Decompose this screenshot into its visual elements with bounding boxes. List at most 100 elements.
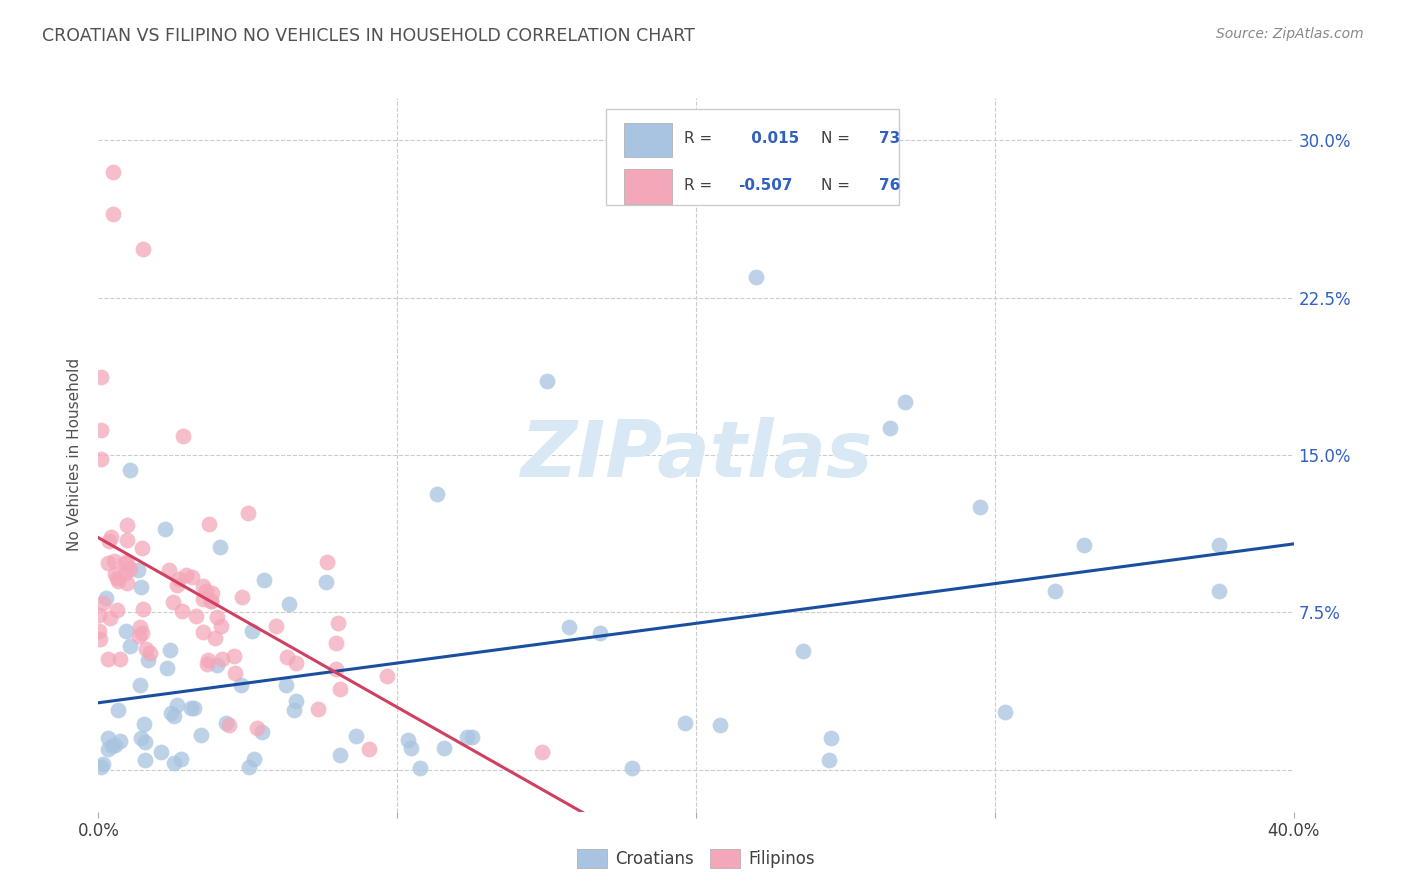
Point xyxy=(150,746,173,760)
Point xyxy=(218,717,240,731)
Text: Source: ZipAtlas.com: Source: ZipAtlas.com xyxy=(1216,27,1364,41)
Point xyxy=(222,648,245,663)
Point xyxy=(315,575,337,590)
Point xyxy=(399,741,422,756)
Bar xyxy=(624,169,672,203)
Point xyxy=(132,602,155,616)
Text: 76: 76 xyxy=(879,178,900,193)
Point xyxy=(326,615,349,630)
Point xyxy=(117,533,139,547)
Point xyxy=(283,703,305,717)
Point xyxy=(128,620,150,634)
Point xyxy=(97,741,120,756)
Point xyxy=(243,752,266,766)
Point xyxy=(357,742,380,756)
Point xyxy=(184,608,207,623)
Point xyxy=(209,618,232,632)
Point xyxy=(253,573,276,587)
Point xyxy=(201,586,224,600)
Point xyxy=(191,592,214,607)
Point xyxy=(101,739,124,753)
Point xyxy=(132,717,155,731)
Point xyxy=(994,705,1017,719)
Point xyxy=(132,242,155,256)
Point xyxy=(276,678,298,692)
Point xyxy=(134,753,156,767)
Point xyxy=(231,590,253,604)
Legend: Croatians, Filipinos: Croatians, Filipinos xyxy=(569,842,823,875)
Point xyxy=(114,566,136,581)
Point xyxy=(105,571,128,585)
Point xyxy=(107,703,129,717)
Point xyxy=(375,669,398,683)
Point xyxy=(97,652,120,666)
Point xyxy=(153,522,176,536)
Point xyxy=(433,740,456,755)
Point xyxy=(208,540,231,554)
Point xyxy=(1208,584,1230,599)
Text: -0.507: -0.507 xyxy=(738,178,793,193)
Point xyxy=(104,567,127,582)
Point xyxy=(396,732,419,747)
Point xyxy=(409,761,432,775)
Text: ZIPatlas: ZIPatlas xyxy=(520,417,872,493)
Point xyxy=(94,591,117,605)
Point xyxy=(1073,538,1095,552)
Point xyxy=(180,570,202,584)
Point xyxy=(100,530,122,544)
Point xyxy=(224,666,246,681)
Point xyxy=(174,567,197,582)
Point xyxy=(307,702,329,716)
Point xyxy=(98,611,121,625)
Point xyxy=(163,709,186,723)
Point xyxy=(167,572,190,586)
Point xyxy=(89,624,111,638)
Point xyxy=(325,636,347,650)
Point xyxy=(129,731,152,745)
Point xyxy=(89,632,111,646)
Point xyxy=(461,730,484,744)
Text: R =: R = xyxy=(685,131,713,146)
Point xyxy=(131,541,153,555)
Point xyxy=(238,506,260,520)
Point xyxy=(1043,584,1066,599)
Point xyxy=(114,624,136,639)
Point xyxy=(170,752,193,766)
Text: N =: N = xyxy=(821,178,851,193)
Point xyxy=(105,603,128,617)
Point xyxy=(166,698,188,712)
Point xyxy=(894,395,917,409)
Point xyxy=(90,423,112,437)
Point xyxy=(115,576,138,591)
Point xyxy=(128,629,150,643)
Point xyxy=(87,607,110,622)
Point xyxy=(172,428,194,442)
Point xyxy=(329,681,352,696)
Point xyxy=(91,757,114,772)
Bar xyxy=(624,123,672,157)
Point xyxy=(205,609,228,624)
Point xyxy=(159,706,181,720)
Point xyxy=(205,657,228,672)
Text: 0.015: 0.015 xyxy=(747,131,800,146)
Point xyxy=(879,420,901,434)
Point xyxy=(157,563,180,577)
Point xyxy=(108,652,131,666)
Point xyxy=(215,715,238,730)
Point xyxy=(134,734,156,748)
Point xyxy=(138,646,160,660)
Point xyxy=(204,631,226,645)
Bar xyxy=(606,109,900,205)
Point xyxy=(211,651,233,665)
Point xyxy=(118,639,141,653)
Point xyxy=(745,269,768,284)
Point xyxy=(240,624,263,639)
Point xyxy=(195,657,218,671)
Point xyxy=(285,656,308,670)
Point xyxy=(969,500,991,515)
Point xyxy=(820,731,842,746)
Point xyxy=(90,370,112,384)
Point xyxy=(238,760,260,774)
Point xyxy=(108,734,131,748)
Point xyxy=(276,650,298,665)
